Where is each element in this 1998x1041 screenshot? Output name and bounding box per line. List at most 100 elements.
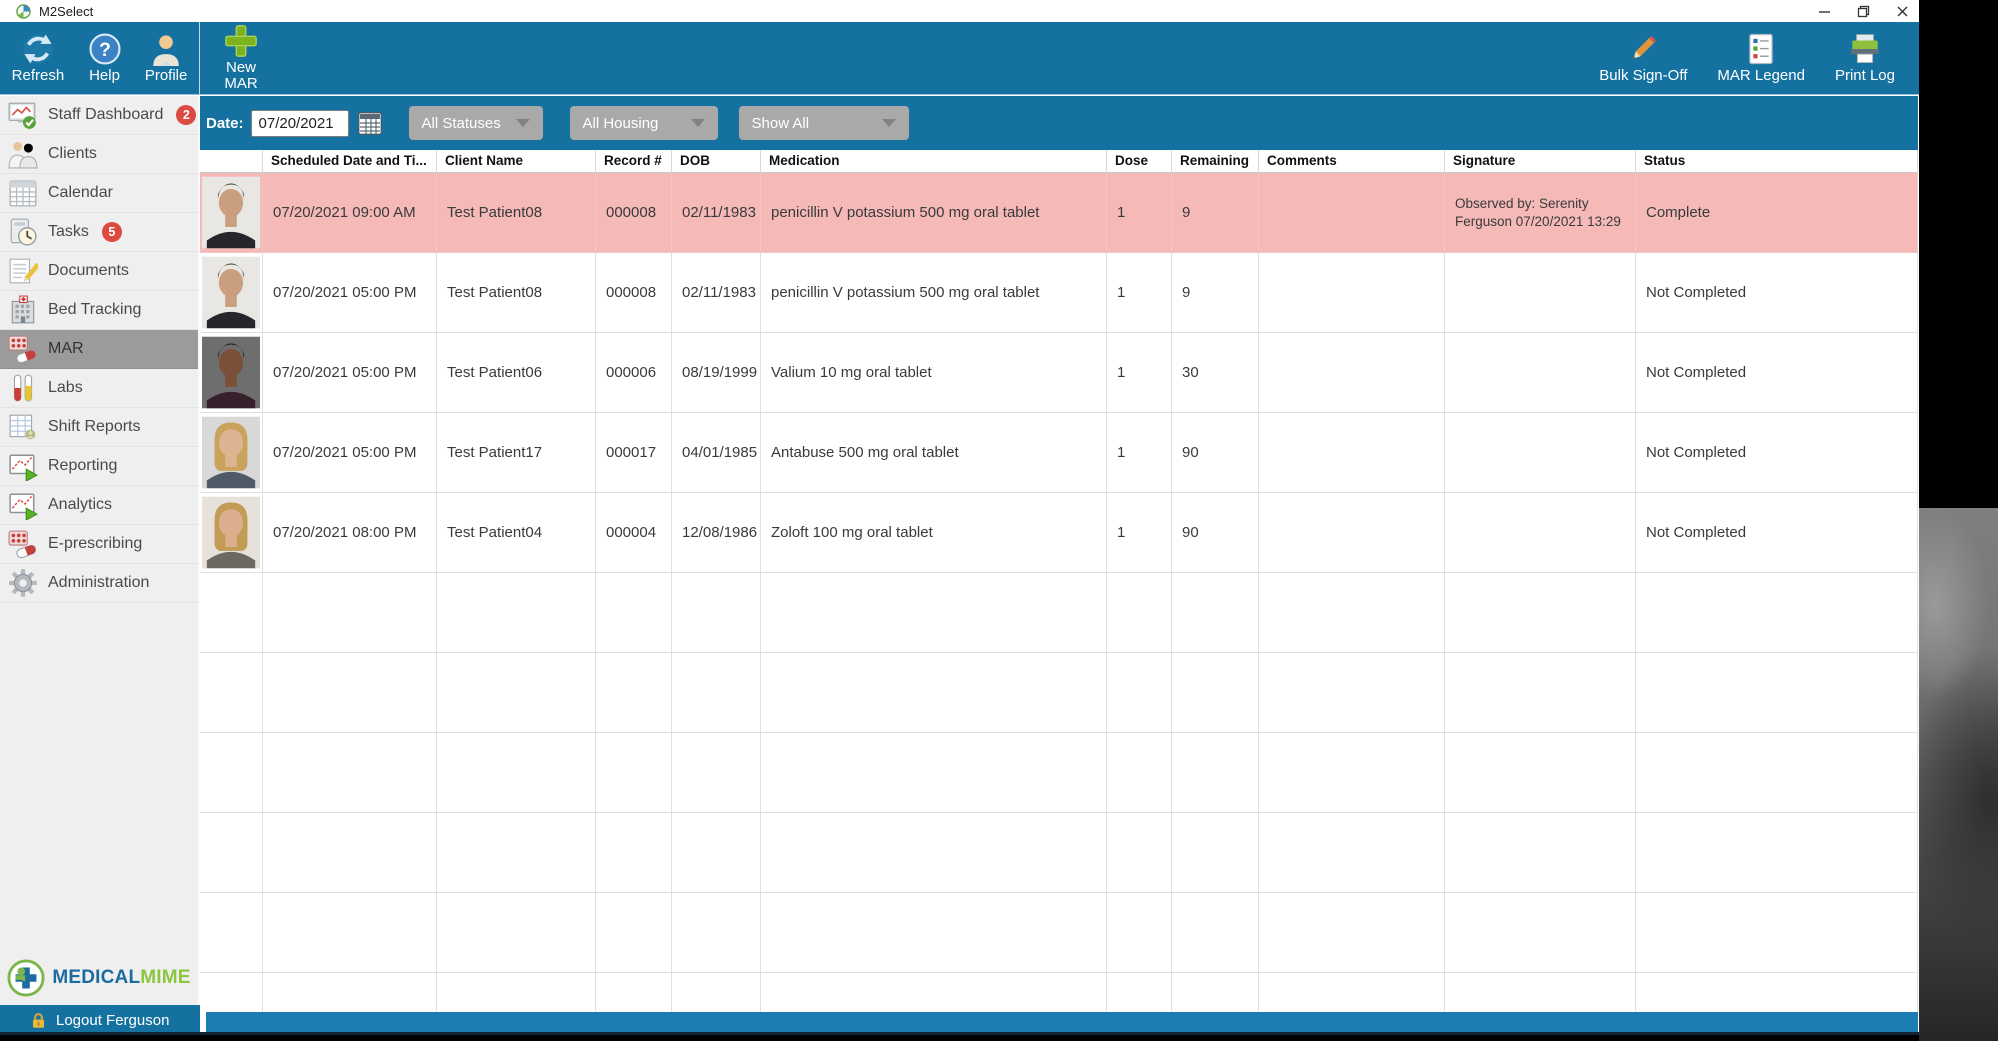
cell-signature xyxy=(1445,413,1636,493)
cell-signature xyxy=(1445,493,1636,573)
sidebar-item-tasks[interactable]: Tasks 5 xyxy=(0,213,198,252)
sidebar-item-analytics[interactable]: Analytics xyxy=(0,486,198,525)
empty-cell xyxy=(672,813,761,893)
toolbar-button-label: Profile xyxy=(144,66,188,84)
table-row[interactable]: 07/20/2021 08:00 PM Test Patient04 000004 1… xyxy=(200,493,1918,573)
column-header-record[interactable]: Record # xyxy=(596,150,672,173)
sidebar-item-administration[interactable]: Administration xyxy=(0,564,198,603)
sidebar-item-calendar[interactable]: Calendar xyxy=(0,174,198,213)
sidebar-item-labs[interactable]: Labs xyxy=(0,369,198,408)
table-row[interactable]: 07/20/2021 05:00 PM Test Patient17 000017 0… xyxy=(200,413,1918,493)
column-header-medication[interactable]: Medication xyxy=(761,150,1107,173)
cell-remaining: 9 xyxy=(1172,173,1259,253)
print-log-button[interactable]: Print Log xyxy=(1835,32,1895,84)
cell-dob: 12/08/1986 xyxy=(672,493,761,573)
cell-signature xyxy=(1445,253,1636,333)
sidebar-item-label: Labs xyxy=(48,379,83,396)
empty-cell xyxy=(672,573,761,653)
cell-dose: 1 xyxy=(1107,173,1172,253)
new-mar-label: New MAR xyxy=(224,58,258,92)
empty-cell xyxy=(263,653,437,733)
reporting-icon xyxy=(8,451,38,481)
column-header-status[interactable]: Status xyxy=(1636,150,1918,173)
chevron-down-icon xyxy=(881,119,896,127)
table-row[interactable]: 07/20/2021 05:00 PM Test Patient06 000006 0… xyxy=(200,333,1918,413)
cell-client: Test Patient04 xyxy=(437,493,596,573)
column-header-scheduled-date-and-ti[interactable]: Scheduled Date and Ti... xyxy=(263,150,437,173)
column-header-dose[interactable]: Dose xyxy=(1107,150,1172,173)
eprescribing-icon xyxy=(8,529,38,559)
table-row[interactable]: 07/20/2021 05:00 PM Test Patient08 000008 0… xyxy=(200,253,1918,333)
date-input[interactable] xyxy=(250,109,349,137)
help-button[interactable]: ? Help xyxy=(88,32,122,84)
lock-icon xyxy=(30,1012,47,1029)
bulk-sign-off-button[interactable]: Bulk Sign-Off xyxy=(1599,32,1687,84)
title-bar: M2Select xyxy=(0,0,1919,22)
close-button[interactable] xyxy=(1896,5,1909,18)
column-header-dob[interactable]: DOB xyxy=(672,150,761,173)
restore-button[interactable] xyxy=(1857,5,1870,18)
toolbar-button-label: Bulk Sign-Off xyxy=(1599,66,1688,84)
sidebar-item-staff-dashboard[interactable]: Staff Dashboard 2 xyxy=(0,96,198,135)
show-all-dropdown[interactable]: Show All xyxy=(738,106,909,140)
cell-dose: 1 xyxy=(1107,413,1172,493)
empty-cell xyxy=(1445,653,1636,733)
dropdown-value: Show All xyxy=(751,114,810,132)
printer-icon xyxy=(1848,32,1882,66)
empty-cell xyxy=(1172,653,1259,733)
empty-cell xyxy=(1172,813,1259,893)
sidebar-item-e-prescribing[interactable]: E-prescribing xyxy=(0,525,198,564)
cell-record: 000008 xyxy=(596,253,672,333)
empty-table-row xyxy=(200,653,1918,733)
date-label: Date: xyxy=(206,114,244,132)
app-icon xyxy=(16,3,31,19)
main-panel: Date: All Statuses All Housing Show All Sc… xyxy=(200,96,1918,1035)
toolbar-main: New MAR Bulk Sign-Off MAR Legend Print Log xyxy=(200,22,1919,94)
sidebar-item-shift-reports[interactable]: Shift Reports xyxy=(0,408,198,447)
sidebar-item-label: Analytics xyxy=(48,496,113,513)
cell-record: 000006 xyxy=(596,333,672,413)
all-housing-dropdown[interactable]: All Housing xyxy=(569,106,718,140)
column-header-client-name[interactable]: Client Name xyxy=(437,150,596,173)
empty-cell xyxy=(761,813,1107,893)
logout-label: Logout Ferguson xyxy=(56,1011,170,1029)
empty-cell xyxy=(263,573,437,653)
sidebar-item-reporting[interactable]: Reporting xyxy=(0,447,198,486)
empty-cell xyxy=(1172,973,1259,1012)
sidebar-item-mar[interactable]: MAR xyxy=(0,330,198,369)
refresh-button[interactable]: Refresh xyxy=(12,32,64,84)
shift-reports-icon xyxy=(8,412,38,442)
empty-table-row xyxy=(200,813,1918,893)
empty-cell xyxy=(761,573,1107,653)
empty-cell xyxy=(1107,573,1172,653)
mar-legend-button[interactable]: MAR Legend xyxy=(1717,32,1805,84)
all-statuses-dropdown[interactable]: All Statuses xyxy=(408,106,543,140)
empty-cell xyxy=(1107,893,1172,973)
profile-button[interactable]: Profile xyxy=(144,32,188,84)
documents-icon xyxy=(8,256,38,286)
calendar-icon[interactable] xyxy=(357,111,382,135)
empty-cell xyxy=(1107,813,1172,893)
column-header-signature[interactable]: Signature xyxy=(1445,150,1636,173)
empty-cell xyxy=(672,893,761,973)
svg-text:?: ? xyxy=(99,39,111,61)
column-header-photo[interactable] xyxy=(200,150,263,173)
sidebar-item-clients[interactable]: Clients xyxy=(0,135,198,174)
cell-client: Test Patient06 xyxy=(437,333,596,413)
sidebar-item-label: Shift Reports xyxy=(48,418,141,435)
dropdown-value: All Housing xyxy=(582,114,659,132)
logout-button[interactable]: Logout Ferguson xyxy=(0,1005,200,1035)
cell-record: 000004 xyxy=(596,493,672,573)
table-row[interactable]: 07/20/2021 09:00 AM Test Patient08 000008 0… xyxy=(200,173,1918,253)
column-header-comments[interactable]: Comments xyxy=(1259,150,1445,173)
empty-cell xyxy=(437,973,596,1012)
sidebar-item-bed-tracking[interactable]: Bed Tracking xyxy=(0,291,198,330)
minimize-button[interactable] xyxy=(1818,5,1831,18)
toolbar-left-group: Refresh ? Help Profile xyxy=(0,22,200,94)
sidebar-item-documents[interactable]: Documents xyxy=(0,252,198,291)
chevron-down-icon xyxy=(690,119,705,127)
column-header-remaining[interactable]: Remaining xyxy=(1172,150,1259,173)
cell-remaining: 9 xyxy=(1172,253,1259,333)
cell-dob: 02/11/1983 xyxy=(672,253,761,333)
new-mar-button[interactable]: New MAR xyxy=(216,24,266,92)
